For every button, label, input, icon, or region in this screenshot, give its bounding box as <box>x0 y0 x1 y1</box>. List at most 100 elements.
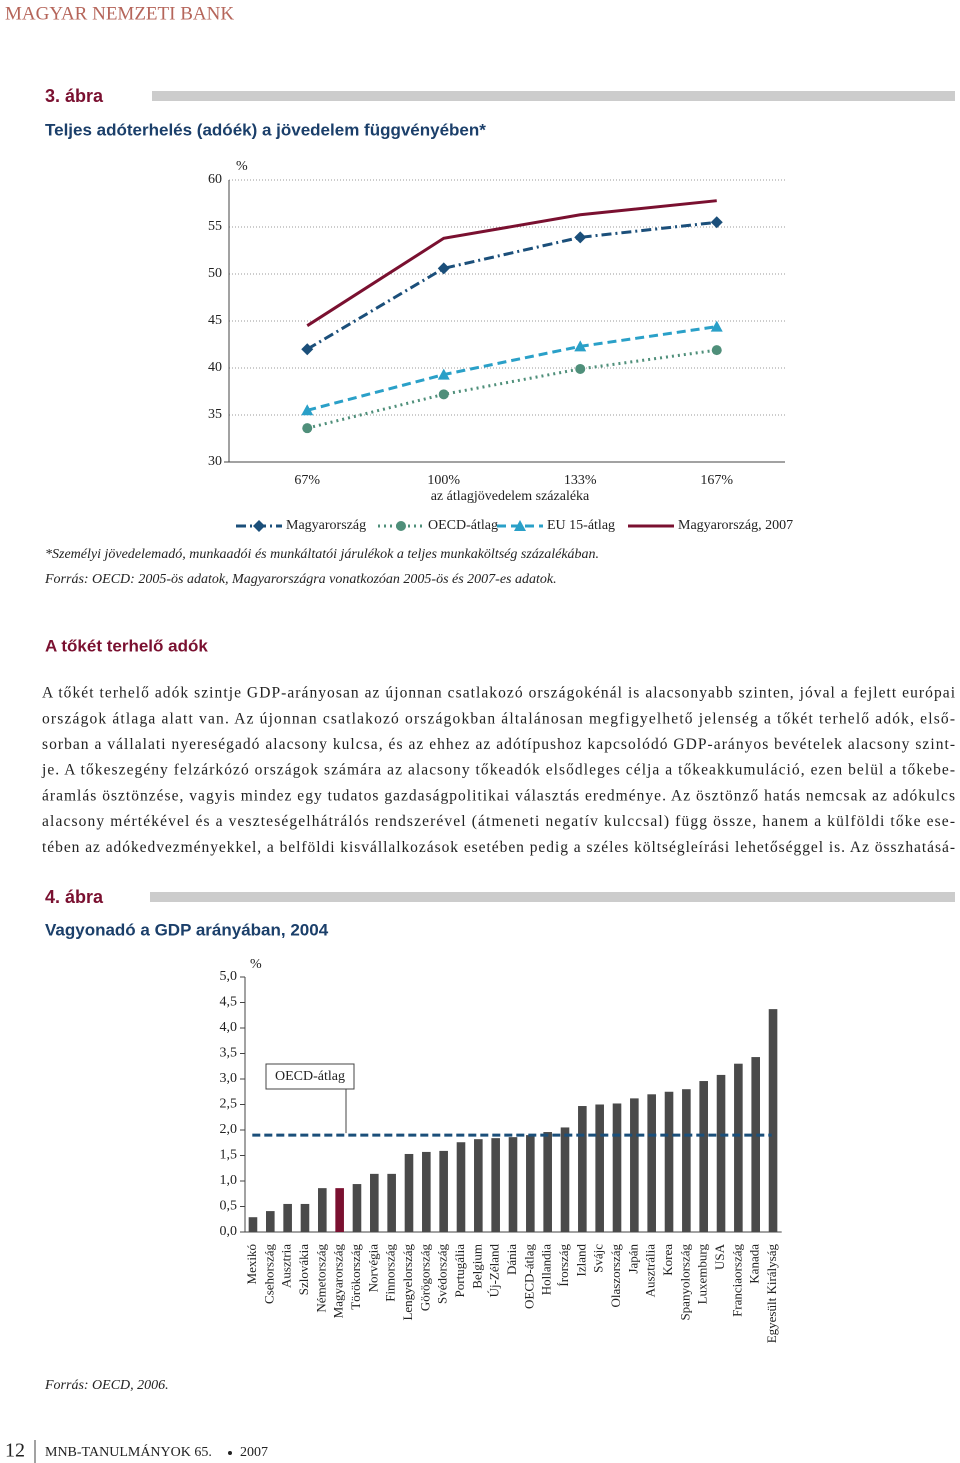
bar <box>370 1173 379 1232</box>
reference-label-box <box>265 1063 355 1090</box>
figure-bar <box>152 91 955 101</box>
bar <box>474 1139 483 1232</box>
x-tick-label: Lengyelország <box>400 1244 415 1321</box>
section-heading: A tőkét terhelő adók <box>45 636 208 655</box>
bar <box>422 1151 431 1232</box>
point-marker <box>710 216 723 229</box>
bar <box>768 1009 778 1232</box>
header-title: MAGYAR NEMZETI BANK <box>5 3 234 24</box>
page-number: 12 <box>5 1440 25 1462</box>
x-tick-label: Olaszország <box>608 1244 623 1308</box>
y-tick-label: 4,0 <box>220 1020 238 1035</box>
series-line <box>306 348 717 430</box>
x-tick-label: Törökország <box>348 1244 363 1310</box>
x-tick-label: OECD-átlag <box>521 1244 536 1309</box>
point-marker <box>574 340 587 352</box>
bar <box>699 1081 708 1232</box>
y-tick-label: 60 <box>208 172 222 187</box>
point-marker <box>302 423 313 434</box>
y-tick-label: 45 <box>208 313 222 328</box>
bar <box>439 1150 448 1232</box>
y-unit: % <box>250 957 262 972</box>
x-tick-label: Spanyolország <box>677 1244 692 1321</box>
y-tick-label: 40 <box>208 360 222 375</box>
bar <box>630 1098 639 1232</box>
paragraph-line: je. A tőkeszegény felzárkózó országok sz… <box>41 762 955 779</box>
bar <box>647 1094 656 1232</box>
paragraph-line: alacsony mértékével és a veszteségelhátr… <box>42 813 955 830</box>
footer-series: MNB-TANULMÁNYOK 65. <box>45 1443 212 1460</box>
bar <box>300 1203 310 1232</box>
legend-label: EU 15-átlag <box>547 518 615 533</box>
paragraph-line: áramlás ösztönzése, vagyis mindez egy tu… <box>42 787 955 804</box>
paragraph-line: országok átlaga alatt van. Az újonnan cs… <box>42 710 955 727</box>
x-tick-label: Kanada <box>747 1244 762 1284</box>
x-axis-label: az átlagjövedelem százaléka <box>431 489 590 504</box>
bar <box>734 1063 743 1232</box>
paragraph-line: A tőkét terhelő adók szintje GDP-arányos… <box>42 685 956 702</box>
y-tick-label: 4,5 <box>220 995 238 1010</box>
bar <box>751 1057 760 1232</box>
x-tick-label: Hollandia <box>539 1244 554 1295</box>
figure-title: Teljes adóterhelés (adóék) a jövedelem f… <box>45 120 486 139</box>
legend-marker <box>396 521 406 531</box>
x-tick-label: Japán <box>625 1244 640 1274</box>
footer-year: 2007 <box>240 1445 268 1460</box>
bar <box>491 1138 500 1232</box>
bar <box>612 1103 622 1232</box>
x-tick-label: Belgium <box>469 1244 484 1289</box>
x-tick-label: 67% <box>294 473 320 488</box>
legend-label: Magyarország, 2007 <box>678 518 793 533</box>
x-tick-label: Korea <box>660 1244 675 1276</box>
y-tick-label: 3,5 <box>220 1046 238 1061</box>
y-tick-label: 0,0 <box>220 1224 238 1239</box>
x-tick-label: 133% <box>564 473 597 488</box>
x-tick-label: Egyesült Királyság <box>764 1244 779 1344</box>
y-tick-label: 3,0 <box>220 1071 238 1086</box>
point-marker <box>574 231 587 244</box>
x-tick-label: Ausztrália <box>643 1244 658 1298</box>
bar <box>335 1188 344 1232</box>
point-marker <box>438 389 449 400</box>
y-tick-label: 2,0 <box>220 1122 238 1137</box>
y-tick-label: 30 <box>208 454 222 469</box>
x-tick-label: Németország <box>313 1244 328 1313</box>
bar <box>526 1135 535 1232</box>
chart-note: *Személyi jövedelemadó, munkaadói és mun… <box>45 547 599 562</box>
bar <box>595 1104 604 1232</box>
point-marker <box>710 320 723 332</box>
footer-dot <box>228 1451 232 1455</box>
bar <box>508 1137 518 1232</box>
x-tick-label: Svájc <box>591 1244 606 1273</box>
bar <box>578 1106 587 1232</box>
reference-label: OECD-átlag <box>275 1069 345 1084</box>
legend-marker <box>514 520 526 531</box>
x-tick-label: Szlovákia <box>296 1244 311 1295</box>
x-tick-label: Új-Zéland <box>487 1244 502 1298</box>
point-marker <box>437 262 450 275</box>
point-marker <box>575 363 586 374</box>
series-line <box>306 199 717 327</box>
point-marker <box>711 345 722 356</box>
y-tick-label: 0,5 <box>220 1199 238 1214</box>
bar <box>352 1184 362 1232</box>
x-tick-label: Írország <box>556 1244 571 1287</box>
x-tick-label: Dánia <box>504 1244 519 1275</box>
y-unit: % <box>236 159 248 174</box>
x-tick-label: Magyarország <box>331 1244 346 1319</box>
paragraph-line: tében az adókedvezményekkel, a belföldi … <box>42 839 955 856</box>
x-tick-label: Ausztria <box>279 1244 294 1288</box>
y-tick-label: 55 <box>208 219 222 234</box>
point-marker <box>301 343 314 356</box>
bar <box>543 1132 552 1232</box>
chart-source: Forrás: OECD: 2005-ös adatok, Magyarorsz… <box>44 572 557 587</box>
x-tick-label: Norvégia <box>365 1244 380 1293</box>
bar <box>404 1153 414 1232</box>
y-tick-label: 1,0 <box>220 1173 238 1188</box>
bar <box>266 1211 275 1232</box>
x-tick-label: Luxemburg <box>695 1244 710 1305</box>
bar <box>387 1173 396 1232</box>
series-line <box>306 220 717 351</box>
